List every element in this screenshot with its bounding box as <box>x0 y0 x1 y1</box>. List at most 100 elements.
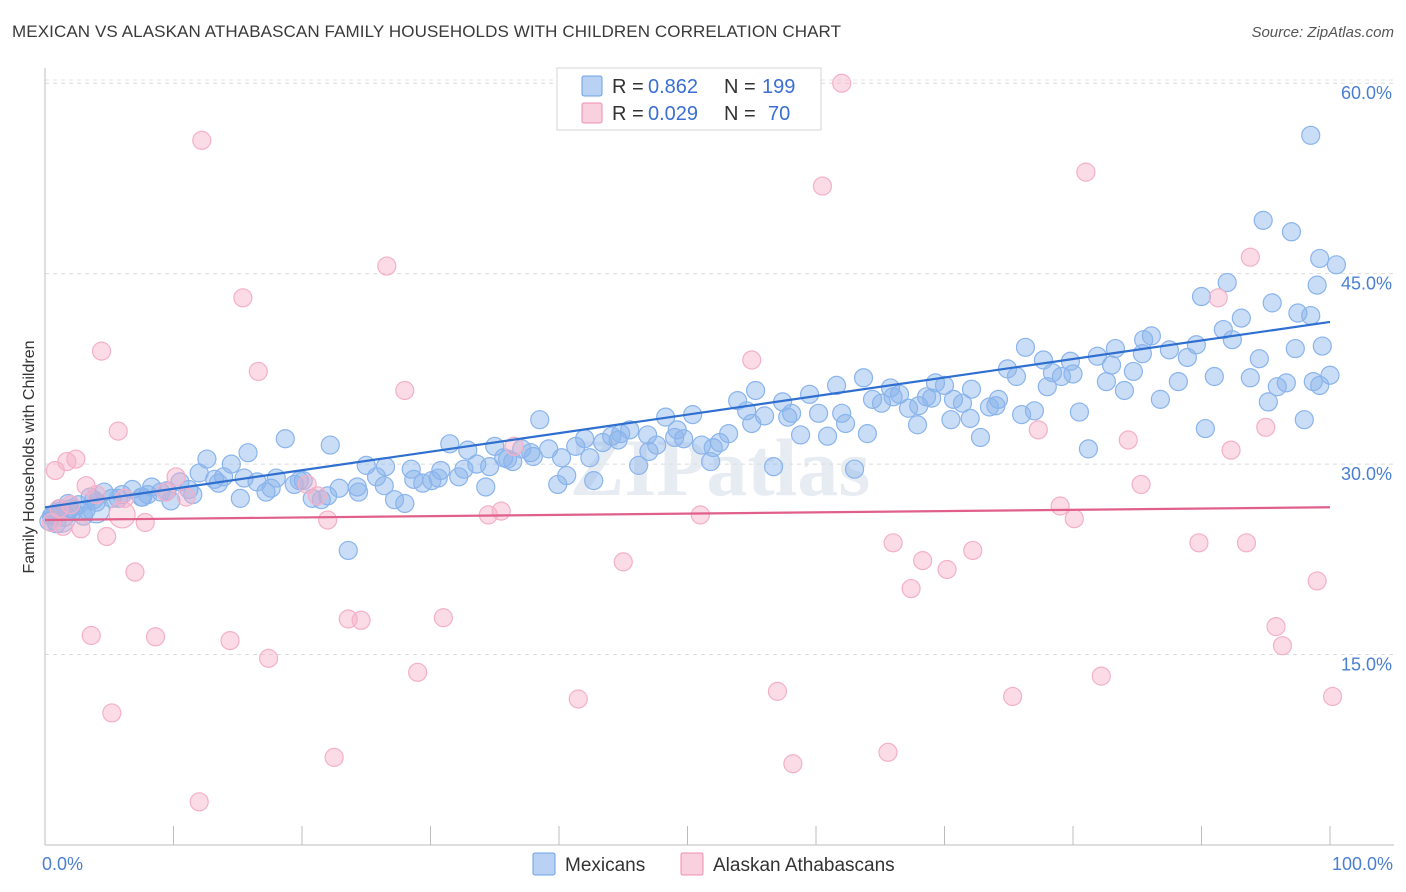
point-mexicans-186 <box>261 478 281 498</box>
point-athabascans-68 <box>1256 417 1276 437</box>
point-mexicans-158 <box>1037 377 1057 397</box>
point-athabascans-cluster-a <box>108 501 136 529</box>
point-mexicans-53 <box>476 477 496 497</box>
point-mexicans-152 <box>1301 305 1321 326</box>
point-athabascans-49 <box>878 742 898 762</box>
legend-swatch-mexicans <box>532 852 556 876</box>
point-mexicans-202 <box>1326 255 1347 275</box>
point-mexicans-155 <box>1134 330 1154 350</box>
point-athabascans-26 <box>248 361 268 382</box>
point-mexicans-137 <box>1231 308 1251 328</box>
point-mexicans-119 <box>1069 402 1090 422</box>
point-athabascans-41 <box>568 689 588 709</box>
point-mexicans-171 <box>667 420 687 440</box>
y-tick-label-30: 30.0% <box>1341 464 1392 484</box>
point-mexicans-64 <box>575 429 595 449</box>
point-athabascans-40 <box>504 436 524 456</box>
point-mexicans-85 <box>763 457 784 477</box>
point-mexicans-22 <box>197 449 217 469</box>
point-mexicans-181 <box>401 459 421 479</box>
point-athabascans-56 <box>1028 420 1048 440</box>
point-mexicans-132 <box>1186 335 1206 355</box>
point-athabascans-71 <box>1307 571 1327 591</box>
point-mexicans-93 <box>835 413 856 434</box>
point-athabascans-69 <box>1266 617 1286 637</box>
point-mexicans-153 <box>1217 272 1237 293</box>
point-mexicans-94 <box>844 459 865 479</box>
point-mexicans-62 <box>557 465 577 486</box>
stats-swatch-athabascans <box>581 102 603 124</box>
point-mexicans-198 <box>138 484 158 505</box>
chart-title: MEXICAN VS ALASKAN ATHABASCAN FAMILY HOU… <box>12 22 842 41</box>
point-athabascans-67 <box>1240 247 1260 267</box>
point-athabascans-54 <box>963 540 983 561</box>
point-mexicans-59 <box>530 410 550 430</box>
point-athabascans-17 <box>135 512 155 533</box>
point-athabascans-25 <box>233 288 253 308</box>
point-mexicans-173 <box>608 430 628 450</box>
point-mexicans-201 <box>1310 248 1330 269</box>
point-mexicans-122 <box>1096 371 1117 392</box>
point-mexicans-160 <box>986 396 1006 416</box>
point-mexicans-165 <box>883 387 903 407</box>
point-mexicans-65 <box>584 471 604 491</box>
y-tick-label-45: 45.0% <box>1341 274 1392 294</box>
stats-swatch-mexicans <box>581 75 603 97</box>
stats-r-athabascans: 0.029 <box>648 103 698 125</box>
point-athabascans-36 <box>408 662 428 682</box>
point-athabascans-62 <box>1131 474 1151 495</box>
point-athabascans-44 <box>742 350 762 370</box>
point-mexicans-166 <box>857 424 878 444</box>
point-athabascans-14 <box>108 421 128 441</box>
point-mexicans-138 <box>1240 368 1260 388</box>
point-athabascans-6 <box>66 449 86 469</box>
point-mexicans-147 <box>1320 365 1340 385</box>
point-mexicans-43 <box>384 490 405 510</box>
point-mexicans-27 <box>238 443 258 463</box>
y-tick-labels: 15.0% 30.0% 45.0% 60.0% <box>1341 83 1392 674</box>
point-athabascans-52 <box>913 551 933 571</box>
point-athabascans-7 <box>71 519 91 539</box>
point-athabascans-42 <box>613 552 633 572</box>
point-athabascans-15 <box>115 488 135 508</box>
point-athabascans-20 <box>166 467 186 487</box>
point-mexicans-161 <box>960 408 980 429</box>
point-athabascans-39 <box>491 501 511 521</box>
point-mexicans-142 <box>1276 373 1296 393</box>
point-mexicans-159 <box>1011 405 1032 425</box>
series-legend: Mexicans Alaskan Athabascans <box>532 852 895 876</box>
point-mexicans-107 <box>961 379 982 399</box>
point-mexicans-44 <box>395 493 415 514</box>
point-mexicans-199 <box>1253 210 1273 230</box>
point-athabascans-12 <box>97 526 117 547</box>
point-mexicans-134 <box>1204 366 1224 387</box>
point-athabascans-48 <box>832 73 852 93</box>
stats-n-athabascans: 70 <box>768 103 790 125</box>
point-mexicans-175 <box>551 448 572 468</box>
point-mexicans-183 <box>348 482 369 502</box>
point-mexicans-130 <box>1168 371 1188 392</box>
point-mexicans-112 <box>1006 366 1027 387</box>
point-mexicans-38 <box>338 540 358 561</box>
point-athabascans-29 <box>307 486 328 506</box>
point-mexicans-80 <box>719 424 739 444</box>
point-mexicans-162 <box>941 410 961 430</box>
point-athabascans-63 <box>1189 533 1209 553</box>
point-mexicans-149 <box>1262 293 1282 313</box>
y-axis-label: Family Households with Children <box>21 341 38 574</box>
point-mexicans-78 <box>701 451 721 472</box>
point-mexicans-31 <box>275 429 295 449</box>
point-athabascans-59 <box>1076 162 1096 182</box>
point-mexicans-136 <box>1222 330 1242 350</box>
point-athabascans-21 <box>176 487 196 507</box>
point-athabascans-58 <box>1064 509 1084 529</box>
point-athabascans-51 <box>901 578 921 599</box>
point-mexicans-125 <box>1123 361 1143 382</box>
point-mexicans-200 <box>1281 222 1302 242</box>
source-label: Source: ZipAtlas.com <box>1251 24 1394 41</box>
point-mexicans-101 <box>907 415 928 435</box>
stats-r-mexicans: 0.862 <box>648 76 698 98</box>
point-athabascans-9 <box>81 625 101 646</box>
y-tick-label-60: 60.0% <box>1341 83 1392 103</box>
legend-label-mexicans: Mexicans <box>565 855 645 876</box>
